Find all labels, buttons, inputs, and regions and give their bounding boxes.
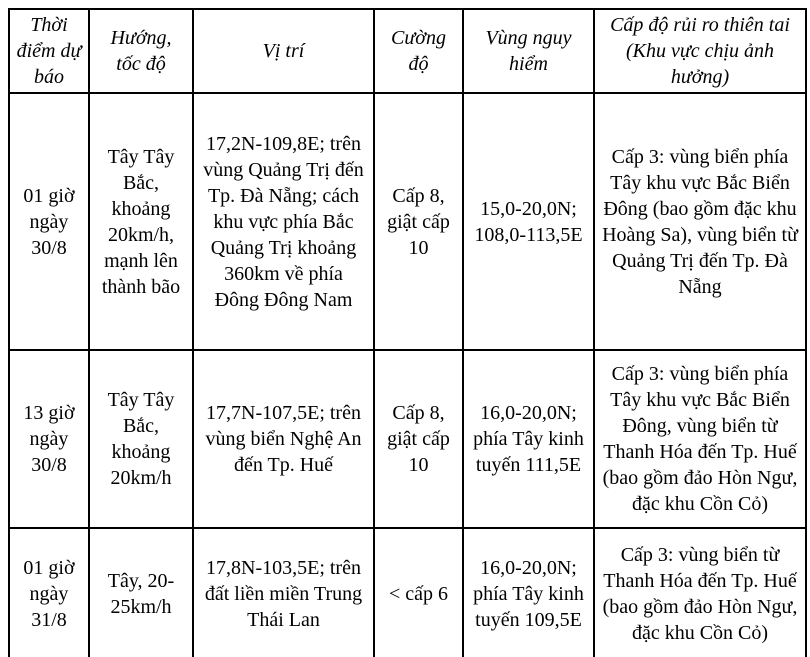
cell-direction-speed: Tây Tây Bắc, khoảng 20km/h, mạnh lên thà… — [88, 92, 194, 351]
cell-intensity: Cấp 8, giật cấp 10 — [373, 349, 464, 529]
cell-risk-level: Cấp 3: vùng biển từ Thanh Hóa đến Tp. Hu… — [593, 527, 807, 657]
cell-position: 17,7N-107,5E; trên vùng biển Nghệ An đến… — [192, 349, 375, 529]
column-header-danger-zone: Vùng nguy hiểm — [462, 8, 595, 94]
table-row: 01 giờ ngày 30/8 Tây Tây Bắc, khoảng 20k… — [8, 92, 807, 351]
column-header-risk-level: Cấp độ rủi ro thiên tai (Khu vực chịu ản… — [593, 8, 807, 94]
cell-risk-level: Cấp 3: vùng biển phía Tây khu vực Bắc Bi… — [593, 92, 807, 351]
cell-forecast-time: 01 giờ ngày 30/8 — [8, 92, 90, 351]
column-header-forecast-time: Thời điểm dự báo — [8, 8, 90, 94]
cell-forecast-time: 01 giờ ngày 31/8 — [8, 527, 90, 657]
column-header-position: Vị trí — [192, 8, 375, 94]
cell-intensity: Cấp 8, giật cấp 10 — [373, 92, 464, 351]
column-header-direction-speed: Hướng, tốc độ — [88, 8, 194, 94]
cell-intensity: < cấp 6 — [373, 527, 464, 657]
table-row: 01 giờ ngày 31/8 Tây, 20-25km/h 17,8N-10… — [8, 527, 807, 657]
cell-direction-speed: Tây, 20-25km/h — [88, 527, 194, 657]
cell-danger-zone: 16,0-20,0N; phía Tây kinh tuyến 111,5E — [462, 349, 595, 529]
forecast-table: Thời điểm dự báo Hướng, tốc độ Vị trí Cư… — [8, 8, 807, 657]
cell-risk-level: Cấp 3: vùng biển phía Tây khu vực Bắc Bi… — [593, 349, 807, 529]
cell-position: 17,8N-103,5E; trên đất liền miền Trung T… — [192, 527, 375, 657]
cell-danger-zone: 16,0-20,0N; phía Tây kinh tuyến 109,5E — [462, 527, 595, 657]
table-row: 13 giờ ngày 30/8 Tây Tây Bắc, khoảng 20k… — [8, 349, 807, 529]
table-header-row: Thời điểm dự báo Hướng, tốc độ Vị trí Cư… — [8, 8, 807, 94]
cell-direction-speed: Tây Tây Bắc, khoảng 20km/h — [88, 349, 194, 529]
column-header-intensity: Cường độ — [373, 8, 464, 94]
cell-danger-zone: 15,0-20,0N; 108,0-113,5E — [462, 92, 595, 351]
cell-forecast-time: 13 giờ ngày 30/8 — [8, 349, 90, 529]
cell-position: 17,2N-109,8E; trên vùng Quảng Trị đến Tp… — [192, 92, 375, 351]
